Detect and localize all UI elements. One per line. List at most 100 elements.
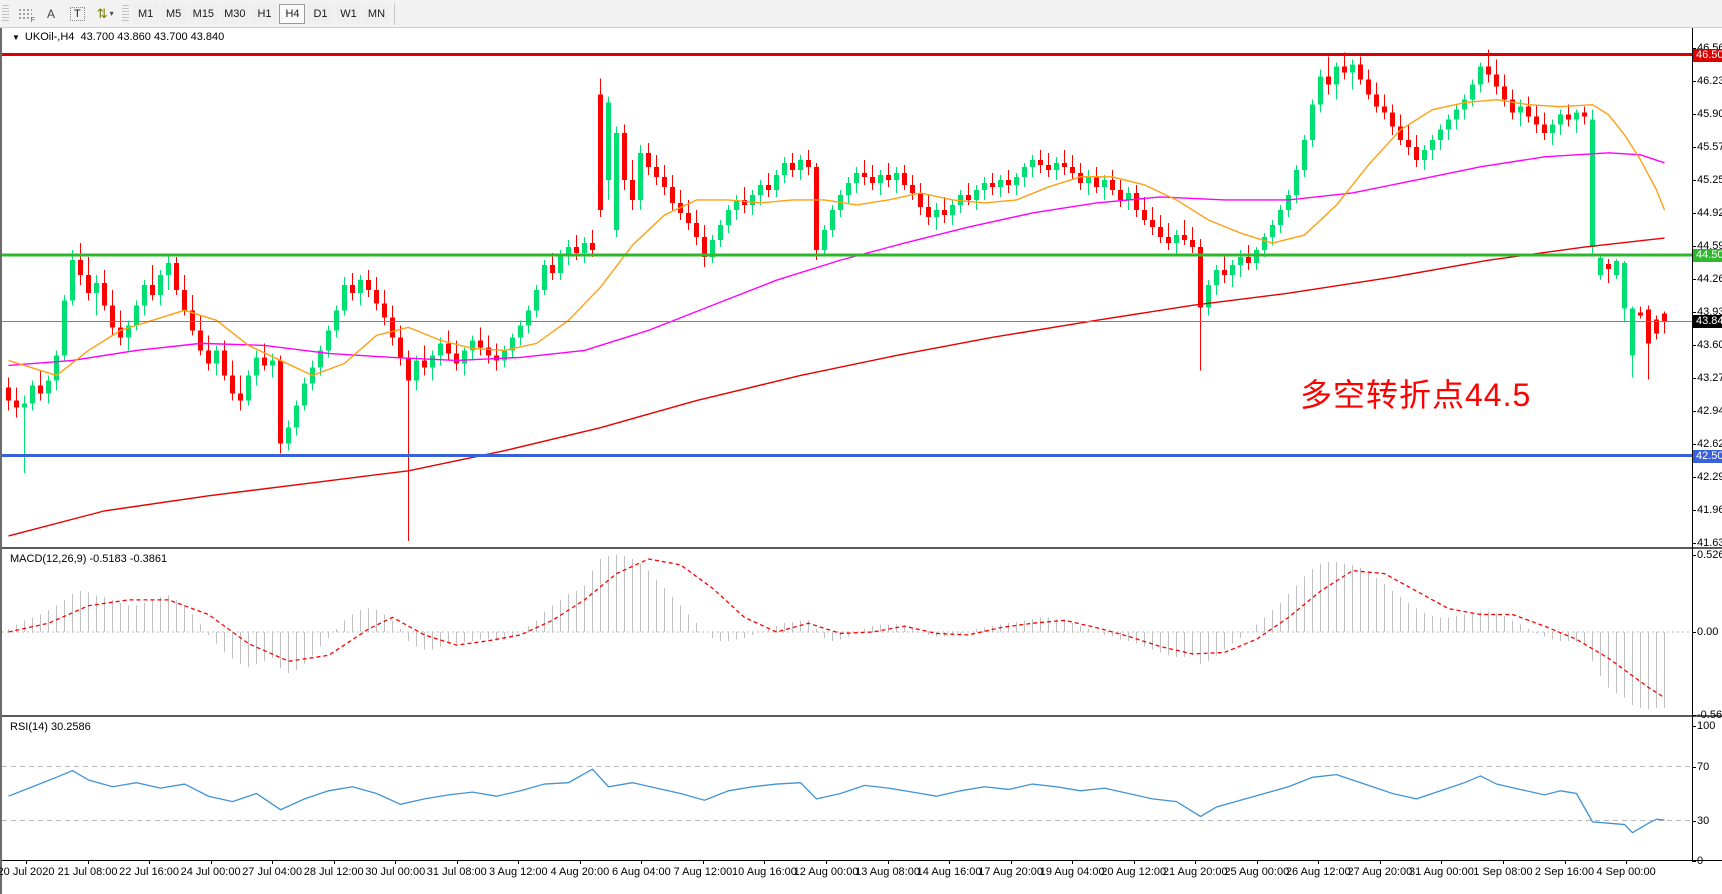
hline-46.500[interactable] [2,53,1692,57]
candle-body [222,350,227,376]
candle-body [30,385,35,404]
candle-body [1110,179,1115,190]
candle-body [702,237,707,258]
candle-body [1198,247,1203,308]
candle-body [1470,84,1475,100]
rsi-plot[interactable] [2,717,1692,860]
chart-shift-button[interactable]: F [13,3,37,25]
candle-body [1502,86,1507,100]
toolbar-separator [394,2,396,25]
candle-body [198,330,203,351]
price-annotation[interactable]: 多空转折点44.5 [1300,377,1532,413]
timeframe-button-m15[interactable]: M15 [188,3,219,24]
candle-body [822,230,827,251]
timeframe-button-h4[interactable]: H4 [279,3,306,24]
candle-body [1182,235,1187,241]
timeframe-button-mn[interactable]: MN [363,3,390,24]
candle-body [1390,112,1395,127]
date-axis[interactable]: 20 Jul 2020 21 Jul 08:00 22 Jul 16:00 24 Ju… [0,860,1722,884]
hline-42.500[interactable] [2,454,1692,458]
price-tick-label: 42.620 [1692,438,1722,450]
date-label: 26 Aug 12:00 [1285,866,1351,878]
candle-body [102,283,107,306]
date-label: 21 Jul 08:00 [57,866,118,878]
candle-body [1214,270,1219,286]
timeframe-button-m5[interactable]: M5 [160,3,187,24]
candle-body [870,176,875,183]
macd-plot[interactable] [2,549,1692,715]
candle-body [1222,270,1227,276]
candle-body [1598,258,1603,276]
date-label: 6 Aug 04:00 [612,866,671,878]
candle-body [246,375,251,401]
candle-body [174,263,179,291]
candle-body [294,405,299,428]
candle-body [1254,250,1259,264]
candle-body [1414,146,1419,160]
candle-body [62,300,67,356]
toolbar-drag-handle[interactable] [121,4,129,23]
timeframe-button-h1[interactable]: H1 [251,3,278,24]
candle-body [398,337,403,358]
candle-body [646,152,651,167]
candle-body [54,355,59,381]
candle-body [1430,139,1435,150]
candle-body [1550,124,1555,133]
panel-separator[interactable] [2,715,1722,717]
candle-body [1334,66,1339,85]
arrows-tool-button[interactable]: ⇅ ▾ [92,3,119,25]
timeframe-button-w1[interactable]: W1 [335,3,362,24]
timeframe-button-d1[interactable]: D1 [307,3,334,24]
candle-body [742,199,747,205]
date-tick [641,860,643,864]
candle-body [454,353,459,364]
text-label-button[interactable]: T [65,3,90,25]
candle-body [462,350,467,364]
price-tick-label: 44.260 [1692,273,1722,285]
candle-body [974,189,979,200]
candle-body [1350,64,1355,73]
candle-body [502,350,507,361]
candle-body [630,179,635,200]
date-label: 3 Aug 12:00 [488,866,548,878]
candle-body [542,265,547,291]
candle-body [1366,79,1371,95]
price-chart-plot[interactable] [2,28,1692,547]
candle-body [1630,308,1635,356]
candle-body [710,240,715,258]
candle-body [934,209,939,218]
candle-body [286,427,291,444]
candle-body [598,94,603,210]
collapse-triangle-icon[interactable]: ▼ [12,32,20,42]
candle-body [894,172,899,180]
toolbar-drag-handle[interactable] [2,4,9,23]
candle-body [926,206,931,218]
candle-body [446,343,451,354]
date-tick [702,860,704,864]
candle-body [1294,169,1299,195]
candle-body [374,290,379,304]
candle-body [910,184,915,193]
candle-body [1062,162,1067,167]
candle-body [406,357,411,381]
panel-separator[interactable] [2,547,1722,549]
candle-body [206,350,211,364]
candle-body [718,225,723,241]
rsi-tick-label: 30 [1691,814,1710,827]
candle-body [1374,94,1379,107]
candle-body [1190,240,1195,248]
date-tick [26,860,27,864]
hline-44.500[interactable] [2,253,1692,257]
timeframe-button-m1[interactable]: M1 [132,3,159,24]
candle-body [862,172,867,177]
candle-body [1134,192,1139,210]
arrow-cursor-button[interactable]: A [39,3,63,25]
hline-43.840[interactable] [2,320,1692,322]
candle-body [1278,209,1283,226]
candle-body [1094,176,1099,187]
candle-body [1150,220,1155,228]
timeframe-button-m30[interactable]: M30 [220,3,250,24]
date-tick [1626,860,1628,864]
candle-body [1358,64,1363,80]
candle-body [318,350,323,368]
